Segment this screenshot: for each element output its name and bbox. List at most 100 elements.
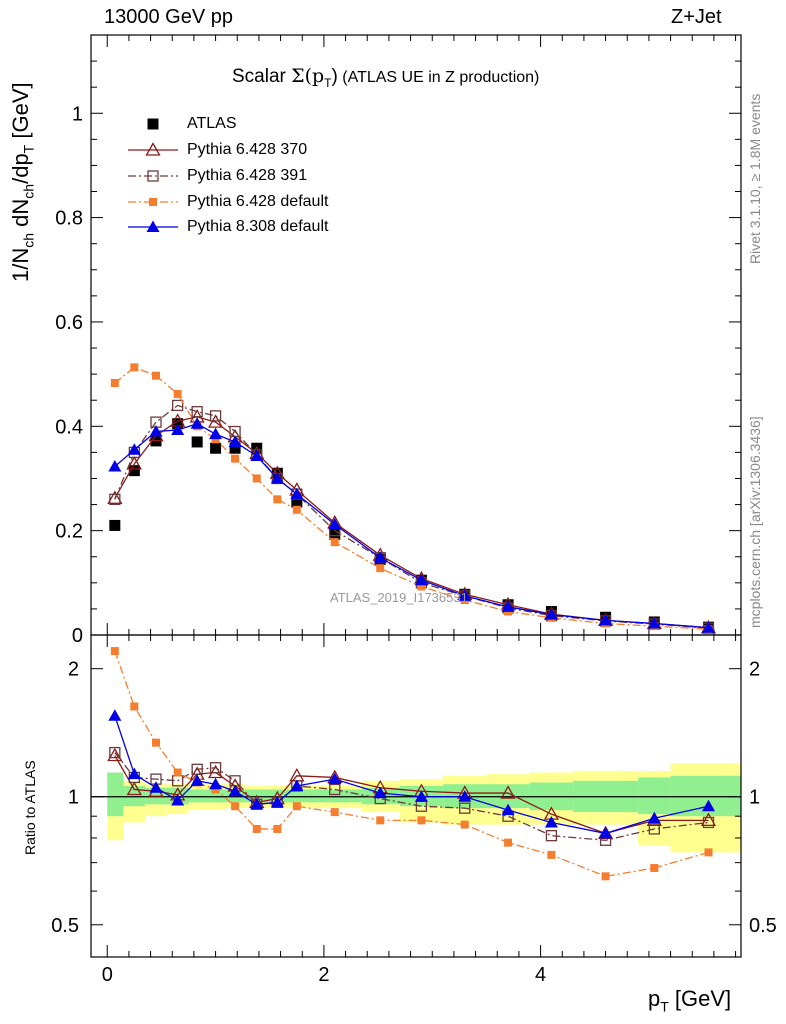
main-point-4 (171, 423, 185, 435)
main-point-4 (127, 443, 141, 455)
ratio-point-3 (702, 799, 715, 812)
ratio-point-1 (648, 823, 660, 835)
ratio-point-0 (700, 812, 717, 827)
legend-label-pythia8-default: Pythia 8.308 default (187, 218, 329, 235)
main-y-tick-label: 0.4 (55, 416, 83, 438)
ratio-point-3 (250, 797, 264, 810)
ratio-point-2 (547, 850, 556, 859)
main-point-0 (291, 496, 303, 508)
main-point-4 (702, 621, 715, 633)
main-y-tick-label: 0 (72, 625, 83, 647)
ratio-point-2 (173, 768, 182, 777)
ratio-point-0 (500, 785, 516, 799)
ratio-green-band (287, 789, 308, 803)
main-point-4 (647, 617, 661, 629)
ratio-point-2 (152, 738, 160, 747)
main-point-4 (108, 459, 122, 472)
ratio-point-2 (231, 802, 240, 811)
main-point-4 (209, 427, 223, 440)
main-point-2 (109, 493, 121, 505)
main-point-4 (373, 551, 387, 563)
main-point-3 (292, 505, 301, 514)
ratio-point-3 (171, 793, 185, 806)
ratio-point-0 (126, 781, 142, 796)
main-point-0 (329, 528, 341, 540)
ratio-point-3 (127, 767, 141, 780)
main-y-tick-label: 0.6 (55, 312, 83, 334)
legend-swatch-marker-3 (149, 198, 157, 206)
legend-label-pythia6-370: Pythia 6.428 370 (187, 141, 308, 158)
ratio-point-1 (459, 802, 471, 814)
legend-swatch-marker-4 (146, 220, 160, 232)
ratio-point-2 (650, 863, 659, 872)
main-y-tick-label: 1 (72, 103, 83, 125)
ratio-green-band (307, 789, 362, 803)
main-point-4 (458, 589, 472, 601)
y-axis-ratio-label: Ratio to ATLAS (22, 760, 38, 855)
ratio-point-3 (190, 774, 204, 786)
main-point-2 (209, 410, 222, 422)
ratio-point-3 (108, 709, 122, 721)
ratio-point-2 (130, 702, 139, 711)
ratio-plot-frame (90, 634, 742, 958)
main-point-3 (231, 454, 240, 463)
header-left-label: 13000 GeV pp (104, 6, 233, 28)
main-point-3 (273, 495, 282, 504)
ratio-point-3 (290, 779, 304, 791)
ratio-point-3 (501, 803, 515, 816)
ratio-green-band (107, 772, 124, 817)
main-point-0 (128, 465, 140, 477)
x-axis-label: pT [GeV] (648, 986, 732, 1015)
header-right-label: Z+Jet (671, 6, 722, 28)
legend-swatch-marker-2 (147, 170, 159, 182)
main-point-0 (210, 442, 222, 454)
main-point-3 (417, 582, 426, 591)
ratio-point-3 (599, 826, 613, 839)
main-point-4 (290, 487, 304, 500)
main-point-4 (270, 471, 284, 484)
ratio-point-2 (211, 785, 220, 794)
main-point-3 (376, 564, 385, 573)
main-point-2 (172, 399, 184, 412)
ratio-point-2 (330, 808, 339, 817)
legend-swatch-marker-0 (147, 118, 159, 130)
ratio-series-line-2 (114, 650, 709, 877)
ratio-point-3 (373, 786, 387, 799)
main-point-0 (229, 442, 241, 454)
ratio-y-tick-label: 0.5 (51, 915, 79, 937)
main-point-3 (252, 474, 261, 483)
ratio-point-1 (209, 762, 222, 774)
ratio-point-0 (207, 764, 224, 779)
ratio-green-band (123, 785, 146, 807)
ratio-point-2 (601, 872, 610, 881)
ratio-point-2 (252, 824, 261, 833)
ratio-green-band (188, 789, 206, 803)
ratio-y-tick-label-right: 1 (749, 787, 760, 809)
ratio-point-2 (704, 848, 713, 857)
ratio-point-3 (228, 784, 242, 797)
ratio-point-2 (376, 816, 385, 825)
main-point-3 (211, 435, 220, 444)
legend-swatch-marker-1 (145, 142, 161, 156)
ratio-point-2 (273, 824, 282, 833)
main-point-2 (191, 406, 203, 418)
ratio-point-1 (545, 830, 558, 842)
main-y-tick-label: 0.2 (55, 521, 83, 543)
analysis-watermark: ATLAS_2019_I1736531 (330, 590, 468, 605)
ratio-point-0 (289, 767, 305, 782)
legend-label-pythia6-391: Pythia 6.428 391 (187, 167, 308, 184)
ratio-point-2 (110, 647, 119, 656)
ratio-point-1 (109, 746, 121, 759)
ratio-series-line-1 (114, 752, 709, 841)
main-point-4 (544, 608, 558, 620)
ratio-point-3 (328, 772, 342, 785)
ratio-y-tick-label-right: 2 (749, 659, 760, 681)
main-point-1 (107, 490, 123, 504)
ratio-point-1 (329, 783, 341, 796)
x-tick-label: 4 (535, 964, 546, 986)
main-point-0 (191, 436, 203, 448)
ratio-point-3 (647, 811, 661, 824)
main-y-tick-label: 0.8 (55, 208, 83, 230)
ratio-y-tick-label-right: 0.5 (749, 915, 777, 937)
